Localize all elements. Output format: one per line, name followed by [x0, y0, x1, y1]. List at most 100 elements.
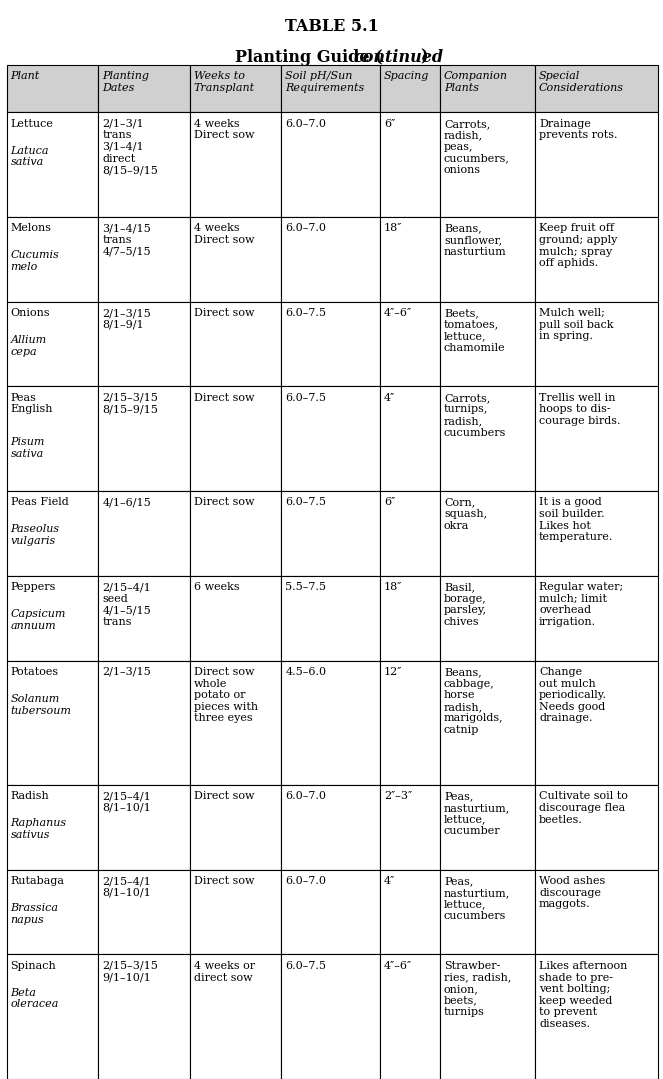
Text: 18″: 18″: [384, 223, 402, 233]
Bar: [190, 955, 281, 1079]
Bar: [281, 65, 380, 112]
Bar: [98, 660, 190, 784]
Text: Carrots,
radish,
peas,
cucumbers,
onions: Carrots, radish, peas, cucumbers, onions: [444, 119, 510, 175]
Bar: [7, 784, 98, 870]
Text: Lettuce: Lettuce: [11, 119, 54, 128]
Bar: [535, 491, 658, 576]
Text: Onions: Onions: [11, 309, 50, 318]
Text: Raphanus
sativus: Raphanus sativus: [11, 818, 67, 839]
Bar: [190, 784, 281, 870]
Text: Allium
cepa: Allium cepa: [11, 334, 46, 357]
Bar: [7, 660, 98, 784]
Bar: [440, 386, 535, 491]
Bar: [98, 576, 190, 660]
Bar: [98, 955, 190, 1079]
Text: Spinach: Spinach: [11, 961, 56, 971]
Text: Regular water;
mulch; limit
overhead
irrigation.: Regular water; mulch; limit overhead irr…: [539, 583, 623, 627]
Bar: [190, 491, 281, 576]
Text: 2/1–3/1
trans
3/1–4/1
direct
8/15–9/15: 2/1–3/1 trans 3/1–4/1 direct 8/15–9/15: [102, 119, 158, 175]
Bar: [535, 302, 658, 386]
Bar: [281, 870, 380, 955]
Text: Radish: Radish: [11, 791, 49, 802]
Bar: [535, 660, 658, 784]
Text: 4 weeks or
direct sow: 4 weeks or direct sow: [194, 961, 255, 983]
Bar: [440, 576, 535, 660]
Text: ): ): [420, 49, 428, 66]
Text: Rutabaga: Rutabaga: [11, 876, 64, 886]
Text: Direct sow: Direct sow: [194, 497, 255, 507]
Text: 2″–3″: 2″–3″: [384, 791, 412, 802]
Bar: [98, 784, 190, 870]
Bar: [535, 386, 658, 491]
Bar: [535, 217, 658, 302]
Bar: [380, 112, 440, 217]
Text: Beans,
cabbage,
horse
radish,
marigolds,
catnip: Beans, cabbage, horse radish, marigolds,…: [444, 667, 503, 735]
Text: 6″: 6″: [384, 119, 395, 128]
Text: Wood ashes
discourage
maggots.: Wood ashes discourage maggots.: [539, 876, 605, 910]
Text: Likes afternoon
shade to pre-
vent bolting;
keep weeded
to prevent
diseases.: Likes afternoon shade to pre- vent bolti…: [539, 961, 627, 1029]
Bar: [535, 870, 658, 955]
Text: 2/15–4/1
8/1–10/1: 2/15–4/1 8/1–10/1: [102, 791, 151, 812]
Bar: [440, 302, 535, 386]
Bar: [281, 302, 380, 386]
Text: Special
Considerations: Special Considerations: [539, 71, 624, 93]
Bar: [281, 491, 380, 576]
Bar: [380, 660, 440, 784]
Bar: [190, 302, 281, 386]
Bar: [281, 784, 380, 870]
Bar: [7, 870, 98, 955]
Bar: [190, 386, 281, 491]
Text: Weeks to
Transplant: Weeks to Transplant: [194, 71, 255, 93]
Text: 6.0–7.5: 6.0–7.5: [285, 393, 326, 402]
Text: Brassica
napus: Brassica napus: [11, 903, 58, 925]
Text: 6″: 6″: [384, 497, 395, 507]
Bar: [535, 576, 658, 660]
Bar: [380, 576, 440, 660]
Text: Spacing: Spacing: [384, 71, 430, 81]
Text: 6.0–7.5: 6.0–7.5: [285, 961, 326, 971]
Bar: [190, 870, 281, 955]
Text: 6.0–7.5: 6.0–7.5: [285, 497, 326, 507]
Bar: [281, 386, 380, 491]
Text: TABLE 5.1: TABLE 5.1: [284, 18, 379, 36]
Bar: [7, 65, 98, 112]
Text: Planting Guide (: Planting Guide (: [235, 49, 383, 66]
Text: 2/15–3/15
9/1–10/1: 2/15–3/15 9/1–10/1: [102, 961, 158, 983]
Bar: [440, 955, 535, 1079]
Text: 18″: 18″: [384, 583, 402, 592]
Text: Latuca
sativa: Latuca sativa: [11, 146, 49, 167]
Bar: [380, 65, 440, 112]
Text: Peas Field: Peas Field: [11, 497, 68, 507]
Text: 4 weeks
Direct sow: 4 weeks Direct sow: [194, 223, 255, 245]
Text: Plant: Plant: [11, 71, 40, 81]
Text: 4″–6″: 4″–6″: [384, 309, 412, 318]
Bar: [98, 491, 190, 576]
Text: 4 weeks
Direct sow: 4 weeks Direct sow: [194, 119, 255, 140]
Text: Beans,
sunflower,
nasturtium: Beans, sunflower, nasturtium: [444, 223, 507, 257]
Bar: [281, 217, 380, 302]
Text: Solanum
tubersoum: Solanum tubersoum: [11, 694, 72, 715]
Text: Direct sow: Direct sow: [194, 309, 255, 318]
Bar: [98, 112, 190, 217]
Text: 6.0–7.0: 6.0–7.0: [285, 791, 326, 802]
Text: 6.0–7.0: 6.0–7.0: [285, 223, 326, 233]
Text: Potatoes: Potatoes: [11, 667, 59, 677]
Text: Cultivate soil to
discourage flea
beetles.: Cultivate soil to discourage flea beetle…: [539, 791, 628, 824]
Text: Drainage
prevents rots.: Drainage prevents rots.: [539, 119, 617, 140]
Text: 2/15–4/1
seed
4/1–5/15
trans: 2/15–4/1 seed 4/1–5/15 trans: [102, 583, 151, 627]
Bar: [380, 217, 440, 302]
Text: Strawber-
ries, radish,
onion,
beets,
turnips: Strawber- ries, radish, onion, beets, tu…: [444, 961, 511, 1017]
Text: 6.0–7.5: 6.0–7.5: [285, 309, 326, 318]
Bar: [440, 217, 535, 302]
Text: Paseolus
vulgaris: Paseolus vulgaris: [11, 524, 60, 546]
Bar: [535, 784, 658, 870]
Text: Peppers: Peppers: [11, 583, 56, 592]
Text: Change
out mulch
periodically.
Needs good
drainage.: Change out mulch periodically. Needs goo…: [539, 667, 607, 723]
Bar: [380, 784, 440, 870]
Text: 5.5–7.5: 5.5–7.5: [285, 583, 326, 592]
Bar: [535, 112, 658, 217]
Text: Planting
Dates: Planting Dates: [102, 71, 149, 93]
Bar: [380, 955, 440, 1079]
Text: 2/15–4/1
8/1–10/1: 2/15–4/1 8/1–10/1: [102, 876, 151, 898]
Bar: [98, 870, 190, 955]
